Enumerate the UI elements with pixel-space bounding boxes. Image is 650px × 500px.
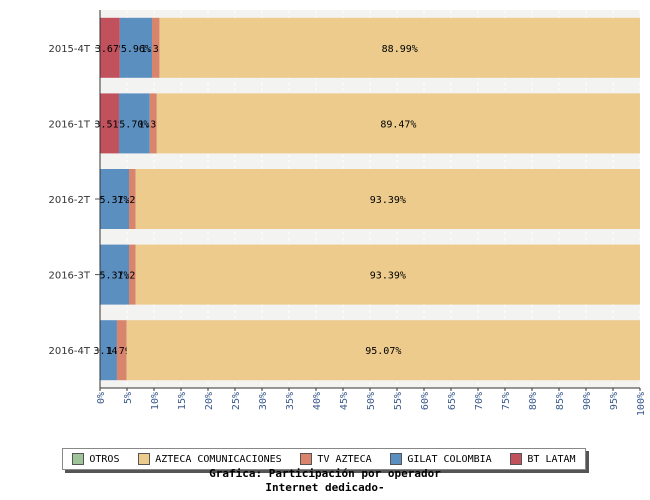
x-tick-label: 70% <box>474 392 485 410</box>
data-label: 89.47% <box>380 119 416 130</box>
x-tick-label: 90% <box>582 392 593 410</box>
x-tick-label: 25% <box>231 392 242 410</box>
bar-segment <box>116 320 127 381</box>
data-label: 5.96% <box>121 44 151 55</box>
x-tick-label: 50% <box>366 392 377 410</box>
data-label: 1.24% <box>117 195 147 206</box>
data-label: 3.67% <box>95 44 125 55</box>
legend-swatch <box>510 453 523 465</box>
bar-segment <box>100 93 119 154</box>
legend-label: GILAT COLOMBIA <box>407 453 492 465</box>
legend-label: BT LATAM <box>527 453 576 465</box>
legend-swatch <box>390 453 403 465</box>
data-label: 5.70% <box>119 119 149 130</box>
x-tick-label: 75% <box>501 392 512 410</box>
x-tick-label: 45% <box>339 392 350 410</box>
legend-item: OTROS <box>72 453 119 465</box>
x-tick-label: 55% <box>393 392 404 410</box>
legend-swatch <box>300 453 313 465</box>
legend-swatch <box>138 453 151 465</box>
bar-segment <box>159 17 641 78</box>
legend-item: TV AZTECA <box>300 453 372 465</box>
bar-segment <box>100 17 120 78</box>
chart-legend: OTROS AZTECA COMUNICACIONES TV AZTECA GILAT… <box>62 448 586 470</box>
legend-item: BT LATAM <box>510 453 576 465</box>
data-label: 3.51% <box>94 119 124 130</box>
x-tick-label: 0% <box>96 392 107 404</box>
x-tick-label: 15% <box>177 392 188 410</box>
data-label: 5.37% <box>99 195 129 206</box>
x-tick-label: 5% <box>123 392 134 404</box>
bar-segment <box>126 320 640 381</box>
category-label: 2015-4T <box>48 44 90 55</box>
bar-segment <box>119 17 153 78</box>
legend-label: OTROS <box>89 453 120 465</box>
x-tick-label: 85% <box>555 392 566 410</box>
x-tick-label: 95% <box>609 392 620 410</box>
bar-segment <box>135 169 640 229</box>
bar-segment <box>100 244 129 305</box>
data-label: 1.38% <box>141 44 171 55</box>
x-tick-label: 100% <box>636 392 647 416</box>
data-label: 93.39% <box>370 271 406 282</box>
legend-swatch <box>72 453 85 465</box>
bar-segment <box>100 320 117 381</box>
data-label: 1.79% <box>107 346 137 357</box>
category-label: 2016-3T <box>48 271 90 282</box>
bar-segment <box>128 244 136 305</box>
legend-label: AZTECA COMUNICACIONES <box>155 453 282 465</box>
data-label: 93.39% <box>370 195 406 206</box>
chart-caption-line1: Grafica: Participación por operador <box>209 467 441 480</box>
x-tick-label: 10% <box>150 392 161 410</box>
legend-label: TV AZTECA <box>317 453 372 465</box>
bar-segment <box>149 93 157 154</box>
bar-segment <box>118 93 150 154</box>
bar-chart: 3.67%5.96%1.38% 88.99%2015-4T3.51%5.70%1.… <box>48 10 647 416</box>
x-tick-label: 40% <box>312 392 323 410</box>
x-tick-label: 35% <box>285 392 296 410</box>
bar-segment <box>128 169 136 229</box>
data-label: 5.37% <box>99 271 129 282</box>
data-label: 95.07% <box>365 346 401 357</box>
data-label: 1.31% <box>138 119 168 130</box>
chart-caption-line2: Internet dedicado- <box>265 481 385 494</box>
data-label: 88.99% <box>382 44 418 55</box>
bar-segment <box>152 17 160 78</box>
bar-segment <box>156 93 640 154</box>
category-label: 2016-2T <box>48 195 90 206</box>
legend-item: GILAT COLOMBIA <box>390 453 492 465</box>
bar-segment <box>100 169 129 229</box>
bar-segment <box>135 244 640 305</box>
x-tick-label: 80% <box>528 392 539 410</box>
x-tick-label: 65% <box>447 392 458 410</box>
category-label: 2016-1T <box>48 119 90 130</box>
data-label: 1.24% <box>117 271 147 282</box>
x-tick-label: 30% <box>258 392 269 410</box>
category-label: 2016-4T <box>48 346 90 357</box>
x-tick-label: 60% <box>420 392 431 410</box>
data-label: 3.14% <box>93 346 123 357</box>
x-tick-label: 20% <box>204 392 215 410</box>
legend-item: AZTECA COMUNICACIONES <box>138 453 282 465</box>
